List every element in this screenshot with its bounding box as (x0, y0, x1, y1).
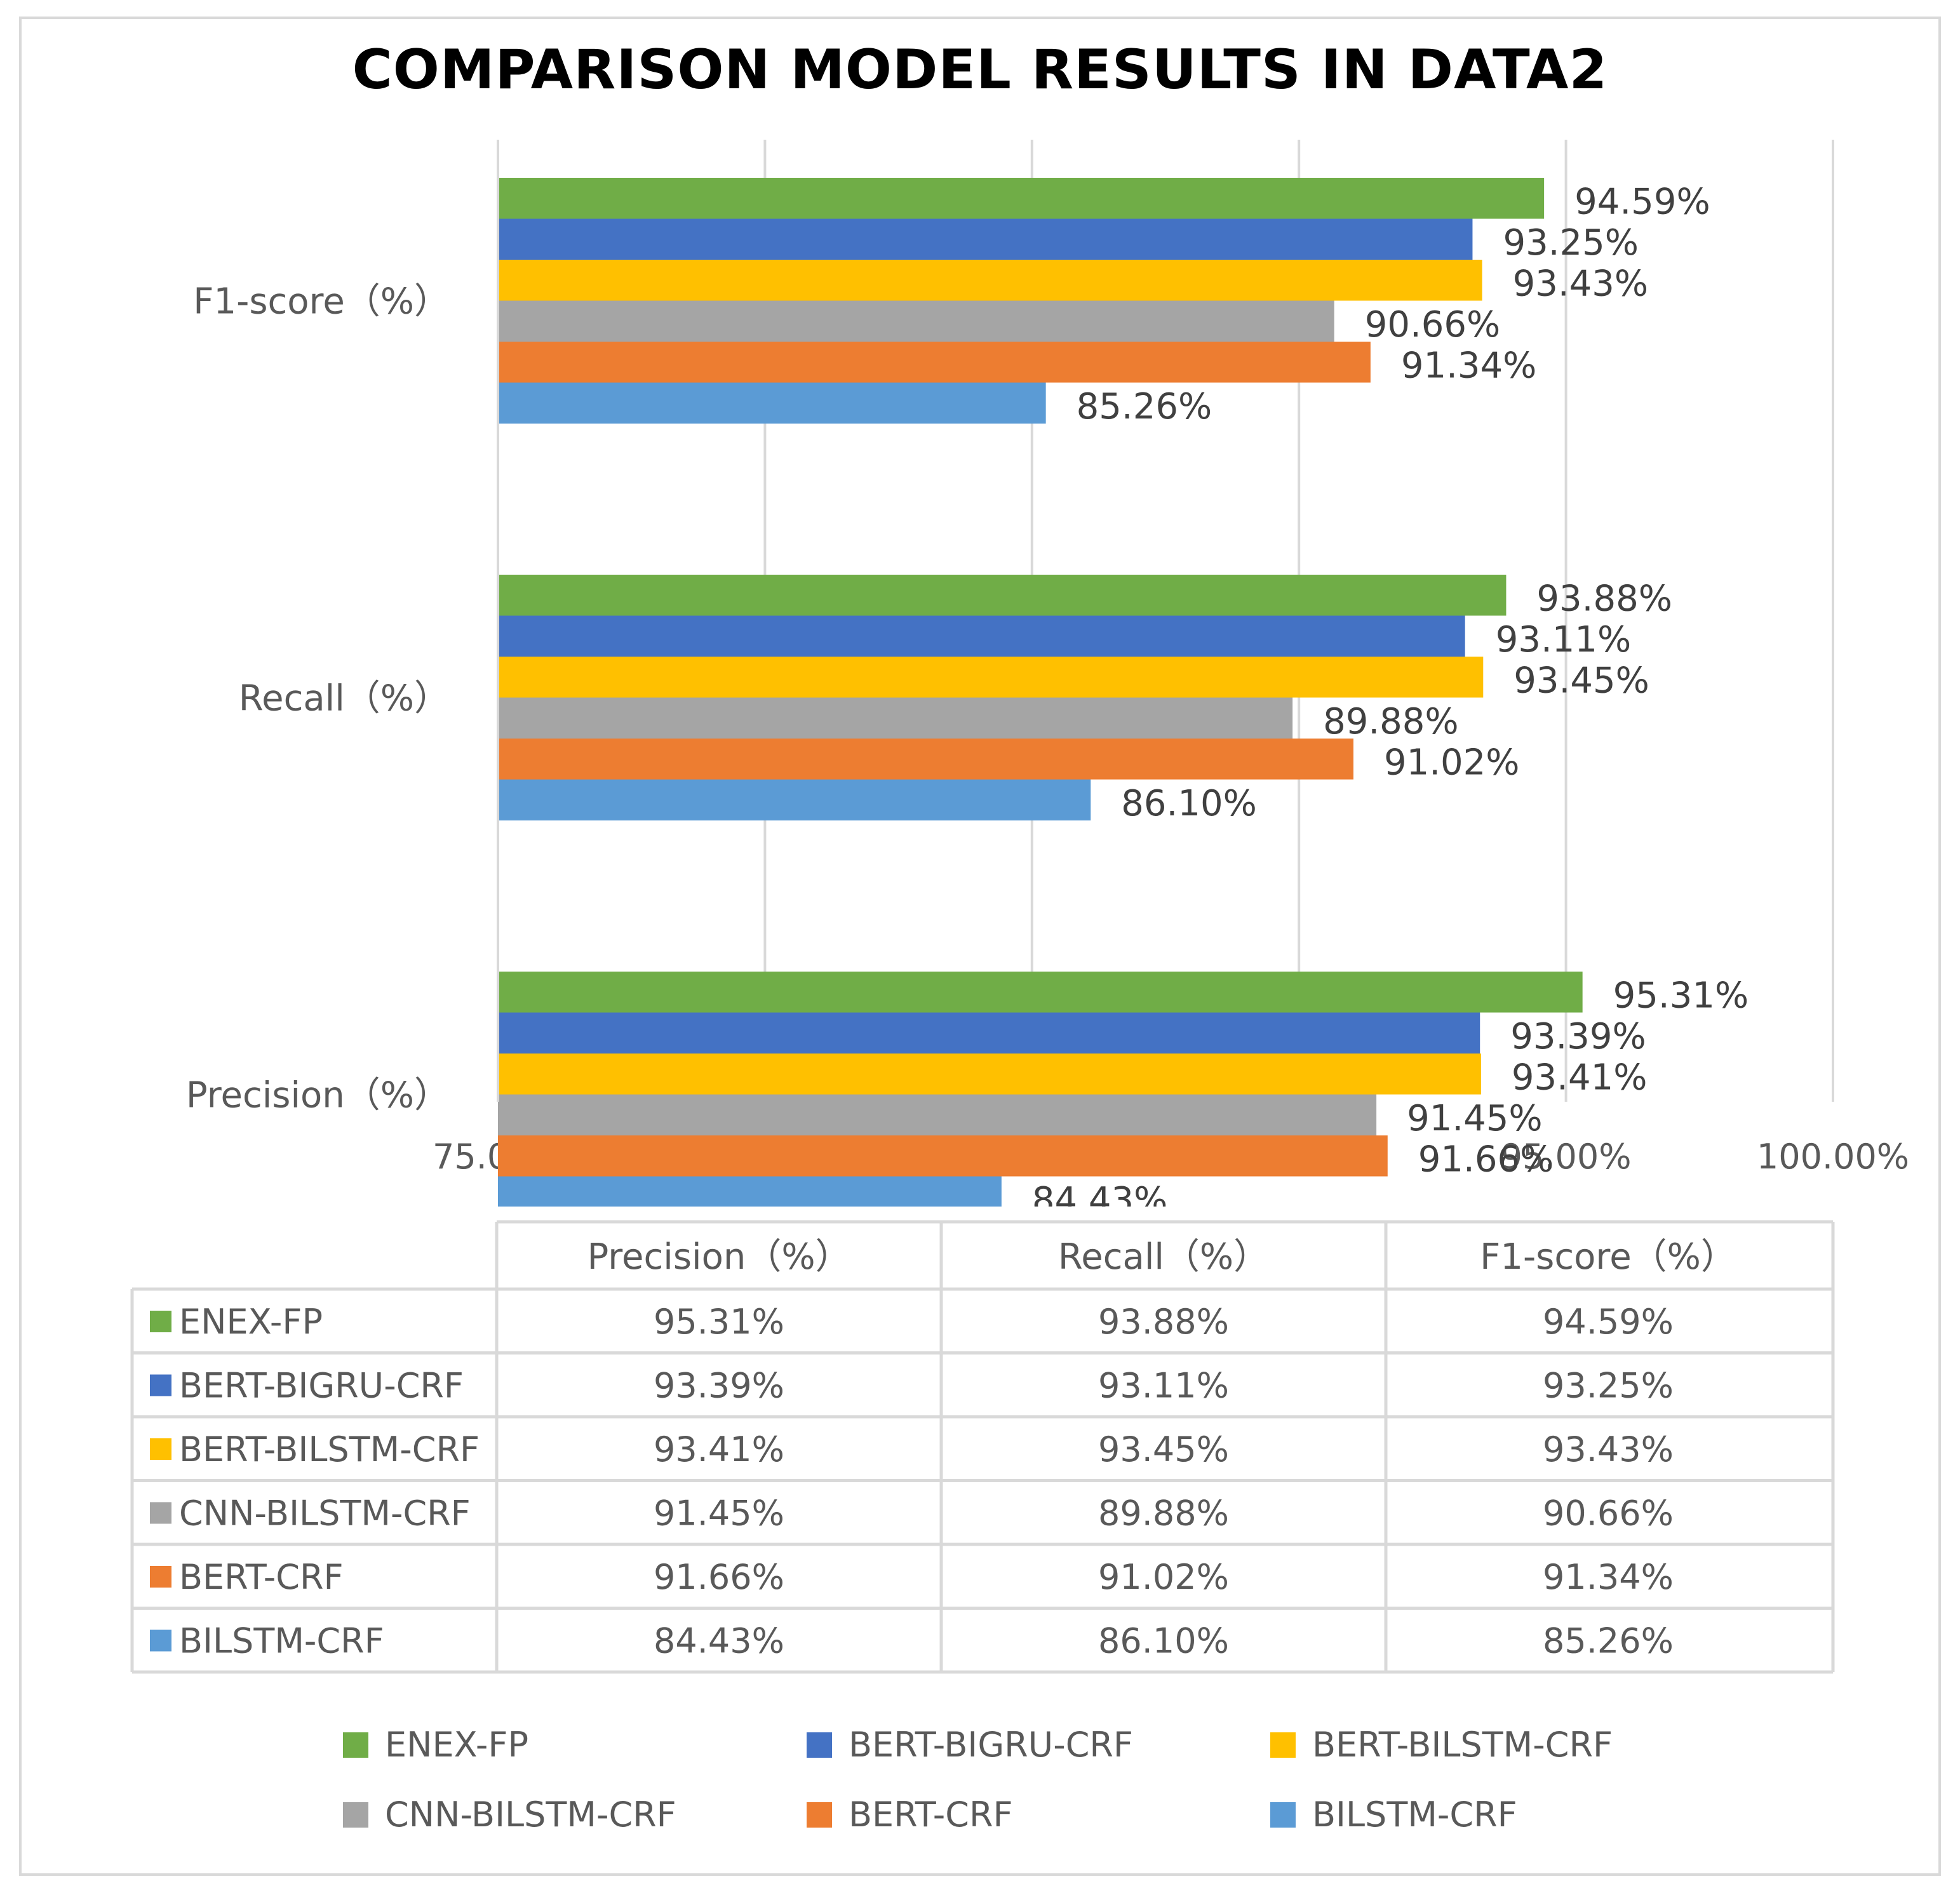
table-cell: 93.43% (1543, 1429, 1674, 1469)
bar-bilstm-crf (498, 779, 1091, 820)
data-label: 86.10% (1121, 783, 1257, 824)
bar-bert-crf (498, 739, 1353, 780)
bar-cnn-bilstm-crf (498, 697, 1293, 739)
table-header: Precision（%） (587, 1236, 850, 1278)
table-cell: 93.39% (654, 1366, 784, 1406)
table-row-label: CNN-BILSTM-CRF (179, 1494, 471, 1534)
bar-enex-fp (498, 178, 1545, 219)
bar-bert-bilstm-crf (498, 260, 1482, 301)
bar-enex-fp (498, 972, 1583, 1013)
table-cell: 91.02% (1098, 1557, 1229, 1597)
table-cell: 91.34% (1543, 1557, 1674, 1597)
table-cell: 95.31% (654, 1302, 784, 1342)
x-tick-label: 100.00% (1757, 1137, 1909, 1177)
table-cell: 93.25% (1543, 1366, 1674, 1406)
data-label: 93.43% (1513, 263, 1649, 304)
bar-bert-crf (498, 1135, 1388, 1177)
bar-bert-bilstm-crf (498, 657, 1484, 698)
table-cell: 93.88% (1098, 1302, 1229, 1342)
table-cell: 93.11% (1098, 1366, 1229, 1406)
data-label: 93.41% (1512, 1057, 1648, 1098)
data-label: 93.39% (1510, 1016, 1646, 1057)
category-label: Recall（%） (239, 678, 450, 719)
bar-bilstm-crf (498, 382, 1046, 424)
table-row-label: BERT-BILSTM-CRF (179, 1429, 480, 1469)
bar-bert-bigru-crf (498, 1012, 1480, 1054)
category-label: F1-score（%） (193, 281, 450, 323)
table-row-label: ENEX-FP (179, 1302, 323, 1342)
bar-cnn-bilstm-crf (498, 300, 1334, 342)
data-label: 91.66% (1418, 1139, 1554, 1180)
data-label: 94.59% (1574, 181, 1710, 222)
table-header: Recall（%） (1058, 1236, 1269, 1278)
table-legend-swatch (150, 1502, 171, 1524)
table-cell: 86.10% (1098, 1621, 1229, 1661)
bar-bert-bigru-crf (498, 615, 1465, 657)
data-label: 95.31% (1613, 975, 1749, 1016)
table-header: F1-score（%） (1480, 1236, 1736, 1278)
table-cell: 93.41% (654, 1429, 784, 1469)
chart-title: COMPARISON MODEL RESULTS IN DATA2 (352, 38, 1608, 102)
bar-bert-bigru-crf (498, 218, 1473, 260)
table-cell: 84.43% (654, 1621, 784, 1661)
figure-frame (19, 17, 1941, 1876)
table-cell: 93.45% (1098, 1429, 1229, 1469)
data-label: 84.43% (1032, 1180, 1168, 1207)
table-row-label: BERT-BIGRU-CRF (179, 1366, 464, 1406)
bar-cnn-bilstm-crf (498, 1094, 1377, 1135)
bar-bert-bilstm-crf (498, 1054, 1481, 1095)
data-label: 90.66% (1365, 304, 1501, 345)
data-label: 93.25% (1503, 222, 1639, 264)
data-label: 93.88% (1536, 578, 1672, 619)
bar-enex-fp (498, 575, 1507, 616)
table-cell: 85.26% (1543, 1621, 1674, 1661)
table-legend-swatch (150, 1374, 171, 1396)
data-label: 91.02% (1384, 742, 1520, 783)
table-cell: 89.88% (1098, 1494, 1229, 1534)
table-cell: 94.59% (1543, 1302, 1674, 1342)
data-label: 93.11% (1496, 619, 1632, 660)
bar-chart: 75.00%80.00%85.00%90.00%95.00%100.00%Pre… (186, 140, 1909, 1207)
data-label: 93.45% (1514, 660, 1649, 701)
table-cell: 90.66% (1543, 1494, 1674, 1534)
data-label: 85.26% (1077, 386, 1212, 427)
data-label: 91.45% (1407, 1098, 1543, 1139)
table-cell: 91.66% (654, 1557, 784, 1597)
table-legend-swatch (150, 1438, 171, 1460)
table-cell: 91.45% (654, 1494, 784, 1534)
table-legend-swatch (150, 1311, 171, 1332)
table-row-label: BILSTM-CRF (179, 1621, 384, 1661)
table-legend-swatch (150, 1629, 171, 1652)
bar-bert-crf (498, 342, 1371, 383)
bar-bilstm-crf (498, 1176, 1002, 1207)
x-tick-label: 95.00% (1501, 1137, 1632, 1177)
data-label: 89.88% (1323, 701, 1459, 742)
data-label: 91.34% (1401, 345, 1537, 386)
table-legend-swatch (150, 1566, 171, 1588)
table-row-label: BERT-CRF (179, 1557, 344, 1597)
category-label: Precision（%） (186, 1075, 450, 1116)
